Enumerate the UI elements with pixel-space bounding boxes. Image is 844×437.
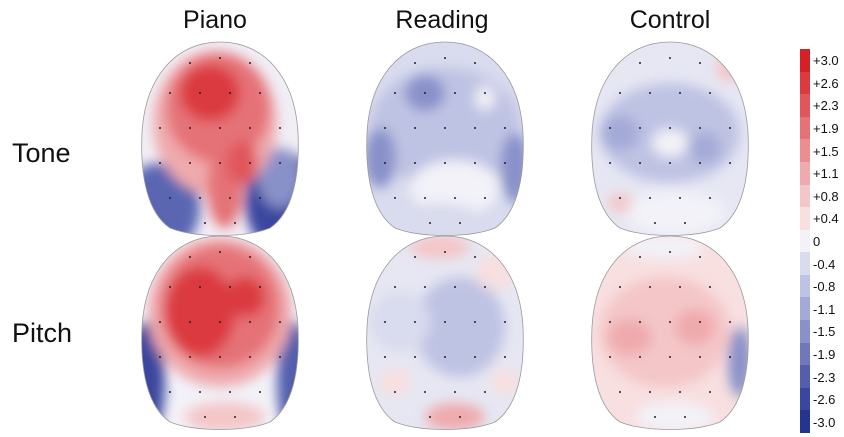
electrode-dots <box>159 57 281 224</box>
topomap-pitch-reading <box>355 232 535 432</box>
colorbar-tick-label: -2.6 <box>813 392 836 408</box>
colorbar-swatch <box>800 365 810 389</box>
colorbar-tick-label: -1.5 <box>813 324 836 340</box>
row-label-tone: Tone <box>12 138 71 168</box>
colorbar-tick-label: +1.1 <box>813 166 839 182</box>
colorbar-swatch <box>800 49 810 73</box>
topomap-tone-control <box>580 38 760 238</box>
column-label-control: Control <box>629 6 711 34</box>
colorbar-tick-label: +1.9 <box>813 121 839 137</box>
colorbar-tick-label: -0.4 <box>813 256 836 272</box>
column-label-reading: Reading <box>395 6 489 34</box>
column-label-piano: Piano <box>183 6 247 34</box>
colorbar-swatch <box>800 320 810 344</box>
colorbar-swatch <box>800 387 810 411</box>
colorbar-tick-label: -1.1 <box>813 301 836 317</box>
colorbar-tick-label: +0.8 <box>813 188 839 204</box>
colorbar-swatch <box>800 207 810 231</box>
colorbar-tick-label: +2.3 <box>813 98 839 114</box>
colorbar-swatch <box>800 297 810 321</box>
colorbar-swatch <box>800 116 810 140</box>
colorbar-swatch <box>800 342 810 366</box>
colorbar-swatch <box>800 410 810 434</box>
colorbar-tick-label: +2.6 <box>813 75 839 91</box>
topomap-tone-piano <box>130 38 310 238</box>
colorbar-swatch <box>800 94 810 118</box>
colorbar-tick-label: +1.5 <box>813 143 839 159</box>
colorbar-tick-label: -3.0 <box>813 414 836 430</box>
topomap-pitch-control <box>580 232 760 432</box>
colorbar-swatch <box>800 184 810 208</box>
colorbar-tick-label: 0 <box>813 234 821 249</box>
colorbar-tick-label: +0.4 <box>813 211 839 227</box>
colorbar <box>800 49 810 434</box>
colorbar-tick-label: -2.3 <box>813 369 836 385</box>
colorbar-swatch <box>800 71 810 95</box>
topomap-pitch-piano <box>130 232 310 432</box>
colorbar-tick-label: -1.9 <box>813 346 836 362</box>
topomap-tone-reading <box>355 38 535 238</box>
colorbar-tick-label: -0.8 <box>813 279 836 295</box>
colorbar-tick-label: +3.0 <box>813 53 839 69</box>
colorbar-swatch <box>800 274 810 298</box>
colorbar-swatch <box>800 229 810 253</box>
colorbar-swatch <box>800 252 810 276</box>
row-label-pitch: Pitch <box>12 318 73 348</box>
colorbar-swatch <box>800 161 810 186</box>
colorbar-swatch <box>800 139 810 163</box>
